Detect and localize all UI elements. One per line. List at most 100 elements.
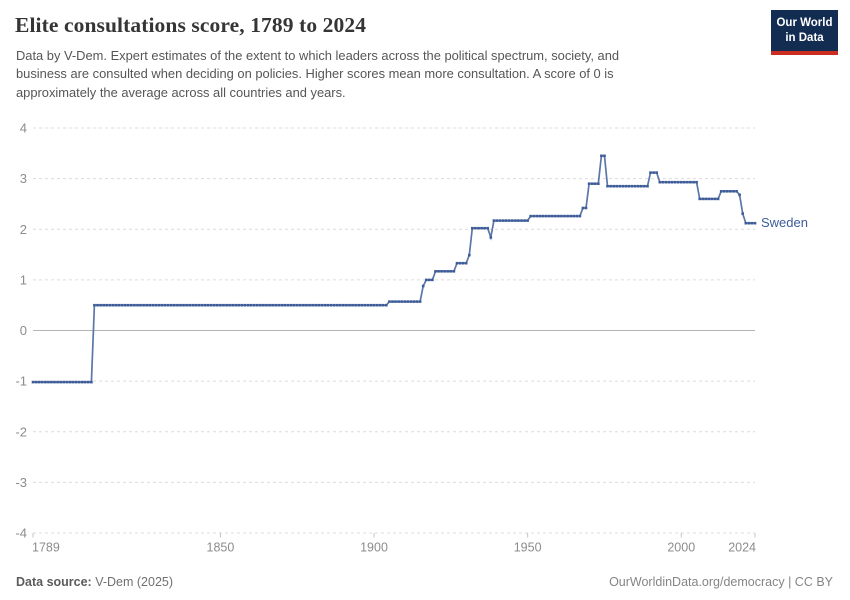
data-point-marker: [166, 303, 170, 307]
data-point-marker: [575, 214, 579, 218]
data-point-marker: [584, 206, 588, 210]
data-point-marker: [428, 278, 431, 282]
data-point-marker: [277, 303, 281, 307]
data-point-marker: [123, 303, 127, 307]
series-line[interactable]: [33, 154, 755, 383]
owid-logo-line1: Our World: [776, 17, 833, 29]
x-tick-label: 1850: [207, 541, 235, 555]
data-point-marker: [381, 303, 385, 307]
data-point-marker: [114, 303, 118, 307]
data-point-marker: [615, 184, 618, 188]
data-point-marker: [415, 300, 419, 303]
data-point-marker: [369, 303, 373, 307]
data-point-marker: [603, 154, 606, 158]
data-point-marker: [738, 193, 741, 197]
data-point-marker: [437, 270, 440, 273]
data-point-marker: [649, 171, 652, 174]
owid-logo: Our World in Data: [771, 10, 838, 56]
data-point-marker: [31, 380, 35, 384]
data-point-marker: [680, 180, 683, 184]
data-point-marker: [194, 303, 198, 307]
data-point-marker: [209, 303, 213, 307]
data-point-marker: [701, 197, 705, 201]
data-point-marker: [271, 303, 274, 307]
x-tick-label: 1900: [360, 541, 388, 555]
credit-note[interactable]: OurWorldinData.org/democracy | CC BY: [609, 575, 833, 589]
data-point-marker: [185, 303, 188, 307]
data-point-marker: [646, 184, 649, 188]
data-point-marker: [117, 303, 121, 307]
data-point-marker: [34, 380, 38, 384]
data-point-marker: [56, 380, 59, 384]
data-point-marker: [695, 180, 698, 184]
data-point-marker: [40, 380, 44, 384]
data-point-marker: [713, 197, 717, 201]
data-point-marker: [243, 303, 247, 307]
data-point-marker: [723, 190, 726, 193]
data-point-marker: [600, 154, 603, 158]
data-point-marker: [295, 303, 299, 307]
data-source-label: Data source:: [16, 575, 92, 589]
data-point-marker: [182, 303, 185, 307]
data-point-marker: [47, 380, 50, 384]
data-point-marker: [538, 214, 542, 218]
data-point-marker: [741, 212, 744, 215]
data-point-marker: [440, 270, 443, 273]
data-point-marker: [342, 303, 345, 307]
data-point-marker: [434, 270, 437, 273]
data-point-marker: [133, 303, 136, 307]
data-point-marker: [452, 270, 456, 273]
data-point-marker: [87, 380, 90, 384]
data-point-marker: [160, 303, 164, 307]
data-point-marker: [455, 261, 459, 265]
data-point-marker: [203, 303, 207, 307]
data-point-marker: [213, 303, 216, 307]
data-point-marker: [308, 303, 311, 307]
data-point-marker: [252, 303, 256, 307]
data-point-marker: [62, 380, 65, 384]
subtitle-line: approximately the average across all cou…: [16, 84, 346, 100]
data-point-marker: [375, 303, 379, 307]
data-point-marker: [256, 303, 259, 307]
data-point-marker: [130, 303, 133, 307]
y-tick-label: 4: [20, 121, 27, 136]
data-point-marker: [557, 214, 560, 218]
data-point-marker: [449, 270, 453, 273]
data-point-marker: [37, 380, 41, 384]
data-point-marker: [492, 219, 496, 222]
subtitle-line: business are consulted when deciding on …: [16, 66, 614, 82]
sweden-line-series[interactable]: [31, 154, 757, 384]
data-point-marker: [249, 303, 253, 307]
data-point-marker: [609, 184, 612, 188]
data-point-marker: [65, 380, 69, 384]
data-point-marker: [630, 184, 634, 188]
data-point-marker: [535, 214, 539, 218]
data-point-marker: [74, 380, 78, 384]
data-point-marker: [68, 380, 72, 384]
data-point-marker: [262, 303, 265, 307]
data-point-marker: [566, 214, 569, 218]
data-point-marker: [173, 303, 176, 307]
data-point-marker: [338, 303, 342, 307]
data-point-marker: [406, 300, 410, 303]
data-point-marker: [77, 380, 81, 384]
data-point-marker: [216, 303, 219, 307]
data-point-marker: [237, 303, 241, 307]
data-point-marker: [547, 214, 551, 218]
data-point-marker: [154, 303, 158, 307]
y-gridlines: [33, 127, 755, 534]
data-point-marker: [550, 214, 554, 218]
data-point-marker: [378, 303, 382, 307]
data-point-marker: [126, 303, 130, 307]
data-point-marker: [652, 171, 655, 174]
data-point-marker: [397, 300, 400, 303]
data-point-marker: [569, 214, 572, 218]
data-point-marker: [498, 219, 502, 222]
data-point-marker: [348, 303, 351, 307]
entity-label-sweden[interactable]: Sweden: [761, 215, 808, 231]
data-point-marker: [667, 180, 671, 184]
data-point-marker: [753, 221, 757, 225]
data-point-marker: [486, 226, 489, 230]
data-point-marker: [83, 380, 87, 384]
